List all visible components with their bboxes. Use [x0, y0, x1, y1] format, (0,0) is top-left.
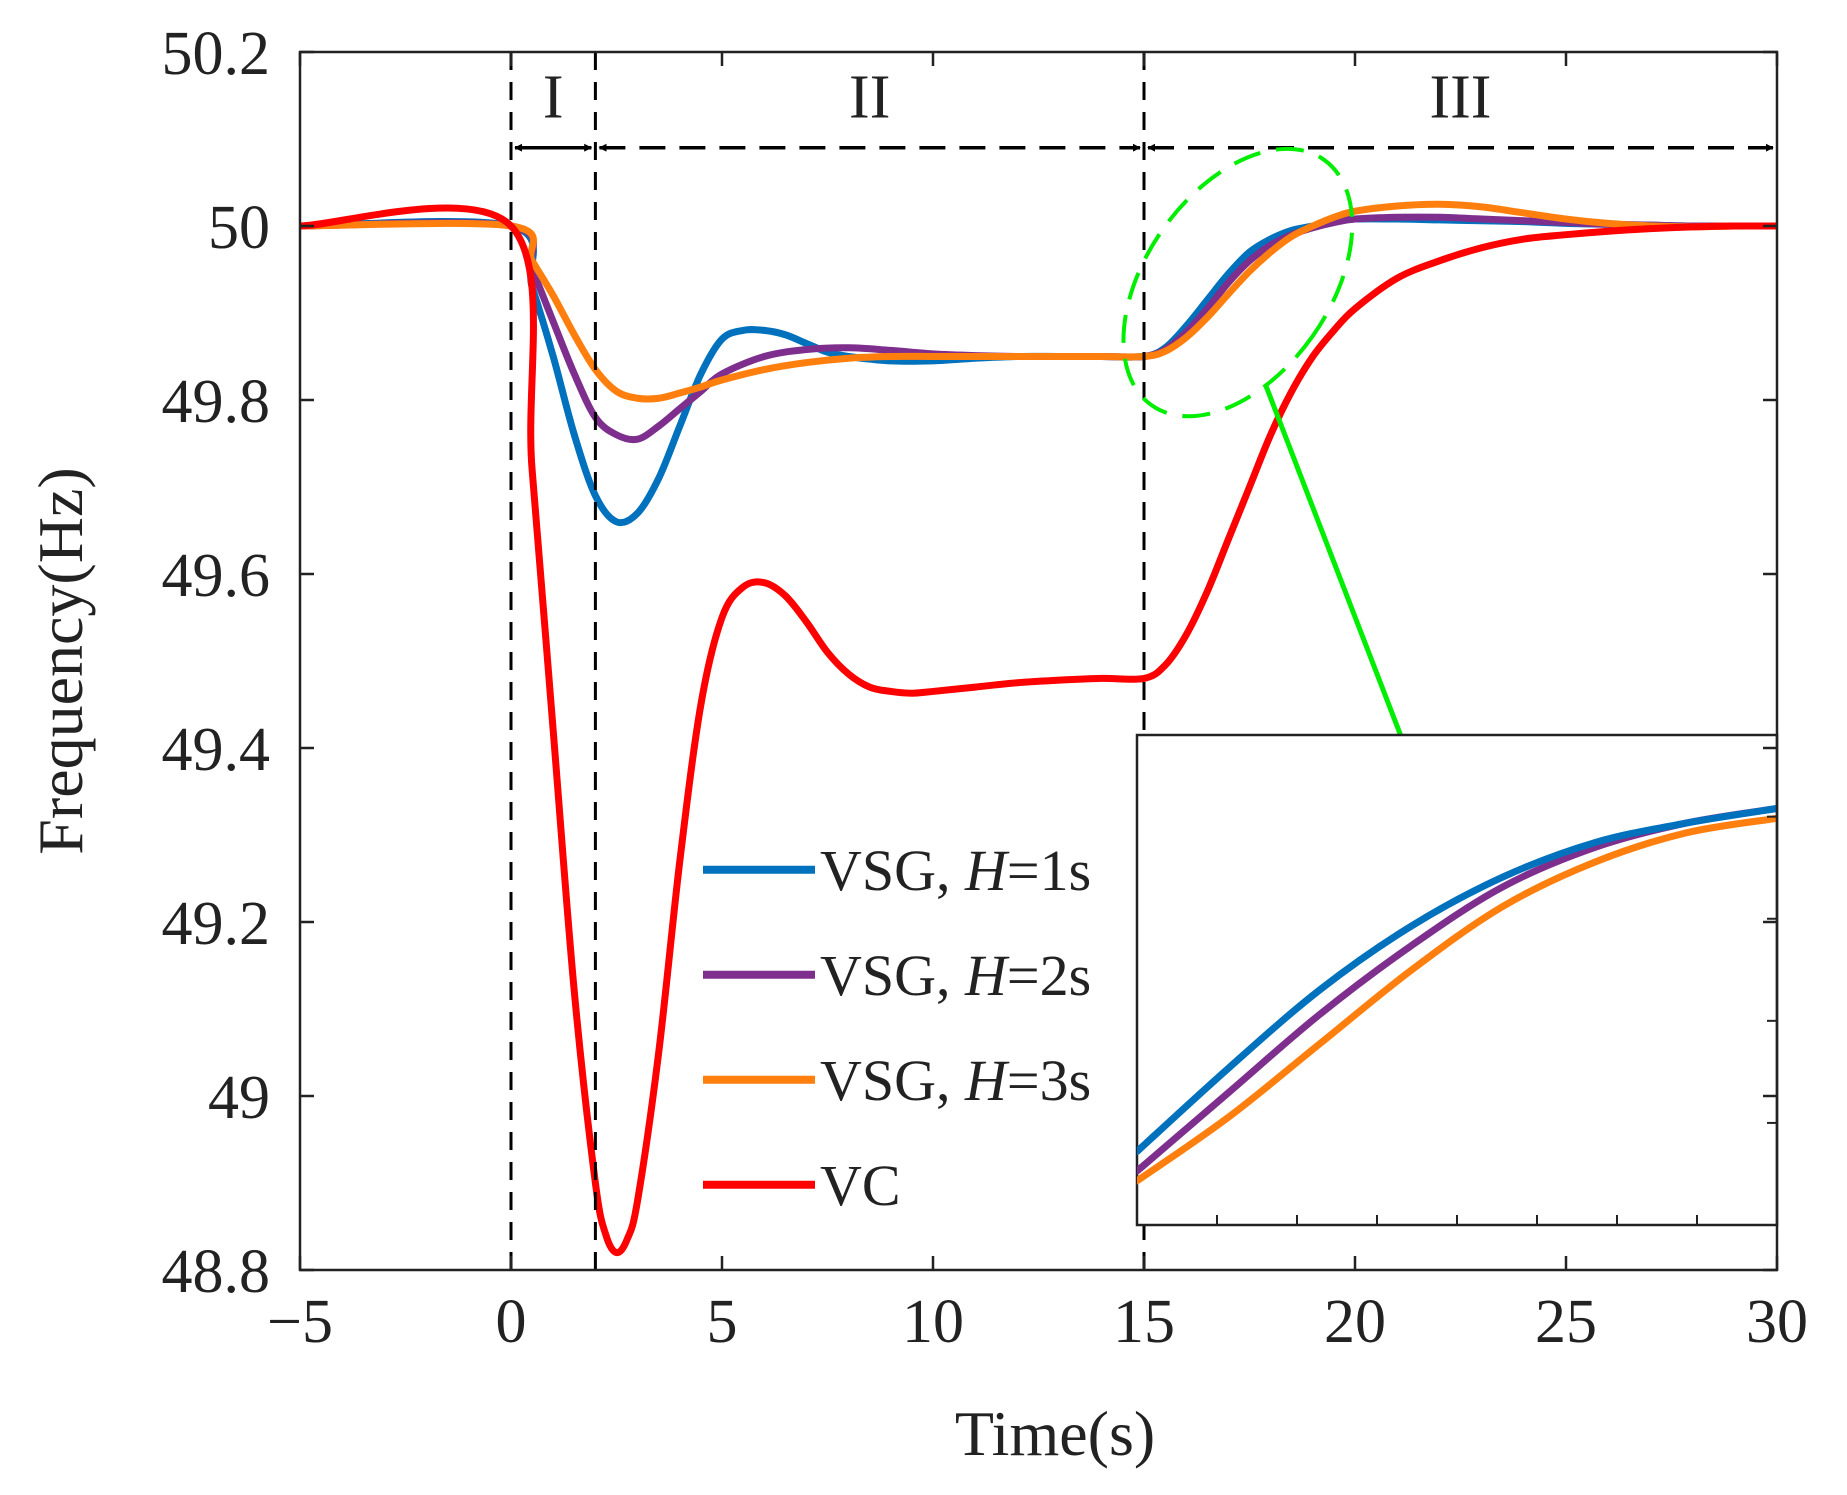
x-tick-label-7: 25	[1535, 1288, 1597, 1356]
y-tick-label-3: 49.2	[162, 890, 271, 958]
legend-label-1: VSG, H=1s	[820, 838, 1091, 903]
legend: VSG, H=1s VSG, H=2s VSG, H=3s VC	[703, 838, 1091, 1218]
y-tick-label-8: 50.2	[162, 20, 271, 88]
x-tick-label-8: 30	[1746, 1288, 1808, 1356]
region-label-1: I	[543, 63, 564, 131]
series-line-1	[300, 215, 1777, 527]
x-tick-label-4: 10	[902, 1288, 964, 1356]
region-boundaries	[509, 52, 1146, 1270]
y-tick-label-6: 49.8	[162, 368, 271, 436]
y-tick-label-4: 49.4	[162, 716, 271, 784]
x-tick-label-1: −5	[267, 1288, 333, 1356]
x-axis-ticks: −5 0 5 10 15 20 25 30	[267, 52, 1808, 1356]
inset-zoom-plot	[1135, 733, 1779, 1227]
inset-series-line-3	[1137, 814, 1777, 1185]
plot-frame	[298, 50, 1779, 1272]
series-line-4	[300, 204, 1777, 1257]
legend-label-2: VSG, H=2s	[820, 943, 1091, 1008]
x-tick-label-3: 5	[707, 1288, 738, 1356]
region-label-3: III	[1430, 63, 1492, 131]
y-tick-label-2: 49	[208, 1064, 270, 1132]
y-tick-label-5: 49.6	[162, 542, 271, 610]
inset-series-line-1	[1137, 805, 1777, 1155]
inset-frame	[1135, 733, 1779, 1227]
x-tick-label-2: 0	[496, 1288, 527, 1356]
curves-layer	[300, 200, 1777, 1257]
region-annotations: I II III	[514, 63, 1774, 152]
inset-curves	[1137, 805, 1777, 1185]
x-tick-label-5: 15	[1113, 1288, 1175, 1356]
y-tick-label-1: 48.8	[162, 1238, 271, 1306]
legend-label-4: VC	[820, 1153, 901, 1218]
region-label-2: II	[849, 63, 890, 131]
legend-label-3: VSG, H=3s	[820, 1048, 1091, 1113]
zoom-ellipse	[1121, 146, 1355, 419]
x-tick-label-6: 20	[1324, 1288, 1386, 1356]
y-axis-ticks: 48.8 49 49.2 49.4 49.6 49.8 50 50.2	[162, 20, 1777, 1306]
x-axis-title: Time(s)	[955, 1398, 1155, 1469]
y-tick-label-7: 50	[208, 194, 270, 262]
y-axis-title: Frequency(Hz)	[25, 467, 96, 854]
series-line-3	[300, 200, 1777, 403]
